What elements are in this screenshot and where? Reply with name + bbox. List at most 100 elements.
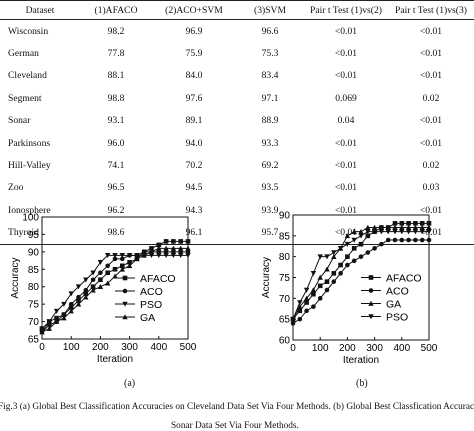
data-point	[141, 249, 147, 255]
data-point	[297, 303, 303, 309]
data-point	[83, 287, 89, 293]
value-cell: <0.01	[419, 137, 443, 149]
data-point	[163, 239, 169, 244]
table-row: Segment 98.8 97.6 97.1 0.069 0.02	[0, 87, 474, 109]
data-point	[126, 253, 133, 259]
y-tick-label: 65	[279, 315, 291, 326]
chart-a-cleveland: 65 70 75 80 85 90 95 100 0 100 200 300 400 500 Iterati…	[10, 213, 197, 366]
data-point	[105, 253, 111, 259]
data-point	[358, 241, 364, 247]
data-point	[365, 233, 371, 239]
column-header: (1)AFACO	[80, 0, 152, 20]
value-cell: 94.5	[185, 182, 203, 194]
data-point	[61, 301, 67, 307]
data-point	[170, 253, 177, 259]
data-point	[324, 254, 330, 260]
data-point	[98, 270, 103, 276]
plot-frame	[41, 216, 189, 340]
subfigure-label-a: (a)	[124, 378, 136, 389]
data-point	[426, 224, 432, 230]
value-cell: 96.5	[107, 182, 125, 194]
data-point	[331, 250, 337, 256]
data-point	[185, 249, 191, 255]
data-point	[426, 221, 432, 226]
value-cell: 0.02	[422, 92, 440, 104]
data-point	[419, 221, 425, 226]
data-point	[68, 291, 74, 297]
data-point	[379, 241, 384, 247]
value-cell: <0.01	[419, 115, 443, 127]
data-point	[90, 284, 96, 290]
table-row: Parkinsons 96.0 94.0 93.3 <0.01 <0.01	[0, 132, 474, 154]
legend-entry: GA	[140, 312, 155, 324]
data-point	[392, 237, 398, 243]
value-cell: 69.2	[261, 160, 279, 172]
data-point	[178, 239, 183, 244]
data-point	[120, 263, 125, 269]
data-point	[351, 246, 357, 251]
data-point	[392, 224, 398, 230]
data-point	[185, 245, 191, 251]
value-cell: 93.5	[261, 182, 279, 194]
x-tick-label: 400	[393, 343, 410, 354]
data-point	[358, 254, 364, 259]
data-point	[46, 319, 52, 325]
data-point	[134, 253, 140, 259]
data-point	[338, 262, 343, 268]
data-point	[371, 224, 378, 230]
value-cell: 75.9	[185, 48, 203, 60]
data-point	[83, 294, 89, 300]
data-point	[311, 291, 316, 297]
data-point	[304, 300, 309, 305]
data-point	[344, 241, 351, 247]
value-cell: 94.0	[185, 137, 203, 149]
table-row: Hill-Valley 74.1 70.2 69.2 <0.01 0.02	[0, 154, 474, 176]
y-tick-label: 80	[28, 282, 40, 293]
dataset-cell: Segment	[8, 92, 42, 104]
data-point	[413, 221, 418, 226]
data-point	[419, 229, 425, 235]
table-row: Ionosphere 96.2 94.3 93.9 <0.01 <0.01	[0, 199, 474, 221]
data-point	[310, 271, 317, 277]
value-cell: <0.01	[419, 70, 443, 82]
data-point	[399, 237, 405, 243]
value-cell: 74.1	[107, 160, 125, 172]
y-tick-label: 65	[28, 335, 40, 346]
series-pso	[290, 229, 432, 322]
data-point	[185, 253, 191, 259]
legend-marker	[122, 314, 128, 320]
x-tick-label: 100	[312, 343, 329, 354]
data-point	[372, 246, 377, 251]
value-cell: 0.04	[337, 115, 355, 127]
data-point	[185, 239, 191, 244]
value-cell: 96.0	[107, 137, 125, 149]
y-tick-label: 75	[279, 273, 291, 284]
x-tick-label: 300	[366, 343, 383, 354]
value-cell: <0.01	[334, 204, 358, 216]
dataset-cell: German	[8, 48, 39, 60]
x-tick-label: 300	[121, 342, 138, 353]
value-cell: <0.01	[334, 70, 358, 82]
data-point	[419, 224, 425, 230]
data-point	[290, 321, 296, 326]
y-tick-label: 95	[28, 230, 40, 241]
data-point	[178, 253, 184, 259]
y-tick-label: 80	[279, 252, 291, 263]
data-point	[178, 249, 183, 255]
data-point	[317, 296, 323, 301]
legend-marker	[122, 288, 128, 294]
data-point	[54, 315, 59, 321]
y-tick-label: 85	[28, 265, 40, 276]
column-header: Pair t Test (1)vs(2)	[304, 0, 388, 20]
legend-marker	[122, 301, 128, 307]
data-point	[90, 277, 96, 283]
data-point	[297, 308, 303, 314]
data-point	[39, 329, 45, 335]
value-cell: <0.01	[334, 137, 358, 149]
legend-entry: AFACO	[140, 273, 176, 285]
value-cell: 88.9	[261, 115, 279, 127]
legend-marker	[368, 300, 374, 306]
data-point	[303, 295, 310, 301]
data-point	[126, 263, 133, 269]
dataset-cell: Ionosphere	[8, 204, 51, 216]
